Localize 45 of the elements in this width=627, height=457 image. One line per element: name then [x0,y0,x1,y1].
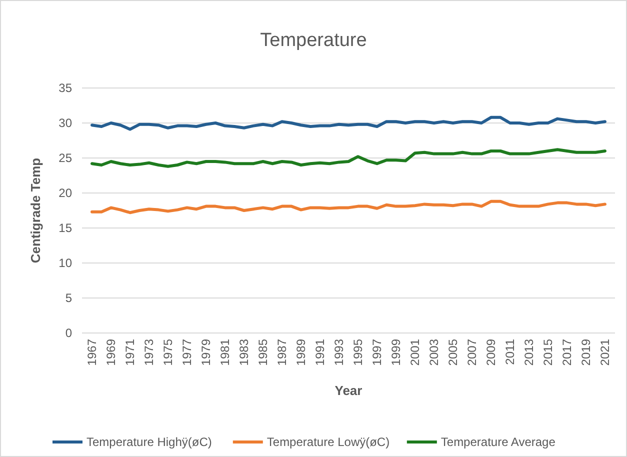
x-tick-label: 1999 [389,338,403,366]
x-tick-label: 1975 [161,338,175,366]
x-tick-label: 2017 [560,338,574,366]
legend-label: Temperature Lowÿ(øC) [266,435,390,450]
x-tick-label: 2005 [446,338,460,366]
x-tick-label: 1995 [351,338,365,366]
line-series [90,116,606,131]
legend-label: Temperature Highÿ(øC) [86,435,212,450]
x-tick-label: 1977 [180,338,194,366]
y-tick-label: 35 [58,81,72,96]
x-tick-label: 1967 [85,338,99,366]
x-tick-label: 1983 [237,338,251,366]
x-tick-label: 1989 [294,338,308,366]
x-tick-label: 2021 [598,338,612,366]
line-series [90,200,606,214]
x-tick-label: 1991 [313,338,327,366]
x-tick-label: 1971 [123,338,137,366]
x-tick-label: 1985 [256,338,270,366]
y-tick-label: 25 [58,151,72,166]
x-tick-label: 2001 [408,338,422,366]
y-tick-label: 5 [65,291,72,306]
x-tick-label: 1997 [370,338,384,366]
x-tick-label: 2009 [484,338,498,366]
x-tick-label: 1979 [199,338,213,366]
x-tick-label: 1993 [332,338,346,366]
x-tick-label: 2015 [541,338,555,366]
x-tick-label: 2013 [522,338,536,366]
x-tick-label: 2011 [503,338,517,365]
legend-label: Temperature Average [440,435,556,450]
x-tick-label: 2019 [579,338,593,366]
x-tick-label: 2003 [427,338,441,366]
y-tick-label: 20 [58,186,72,200]
line-series [90,148,606,168]
x-tick-label: 1987 [275,338,289,366]
x-tick-label: 1981 [218,338,232,366]
y-tick-label: 15 [58,221,72,236]
x-axis-title: Year [334,383,362,398]
y-tick-label: 30 [58,116,72,130]
x-tick-label: 1969 [104,338,118,366]
chart-title: Temperature [260,30,367,51]
x-tick-label: 1973 [142,338,156,366]
y-axis-title: Centigrade Temp [28,158,43,264]
y-tick-label: 10 [58,256,72,270]
y-tick-label: 0 [65,326,72,340]
x-tick-label: 2007 [465,338,479,366]
